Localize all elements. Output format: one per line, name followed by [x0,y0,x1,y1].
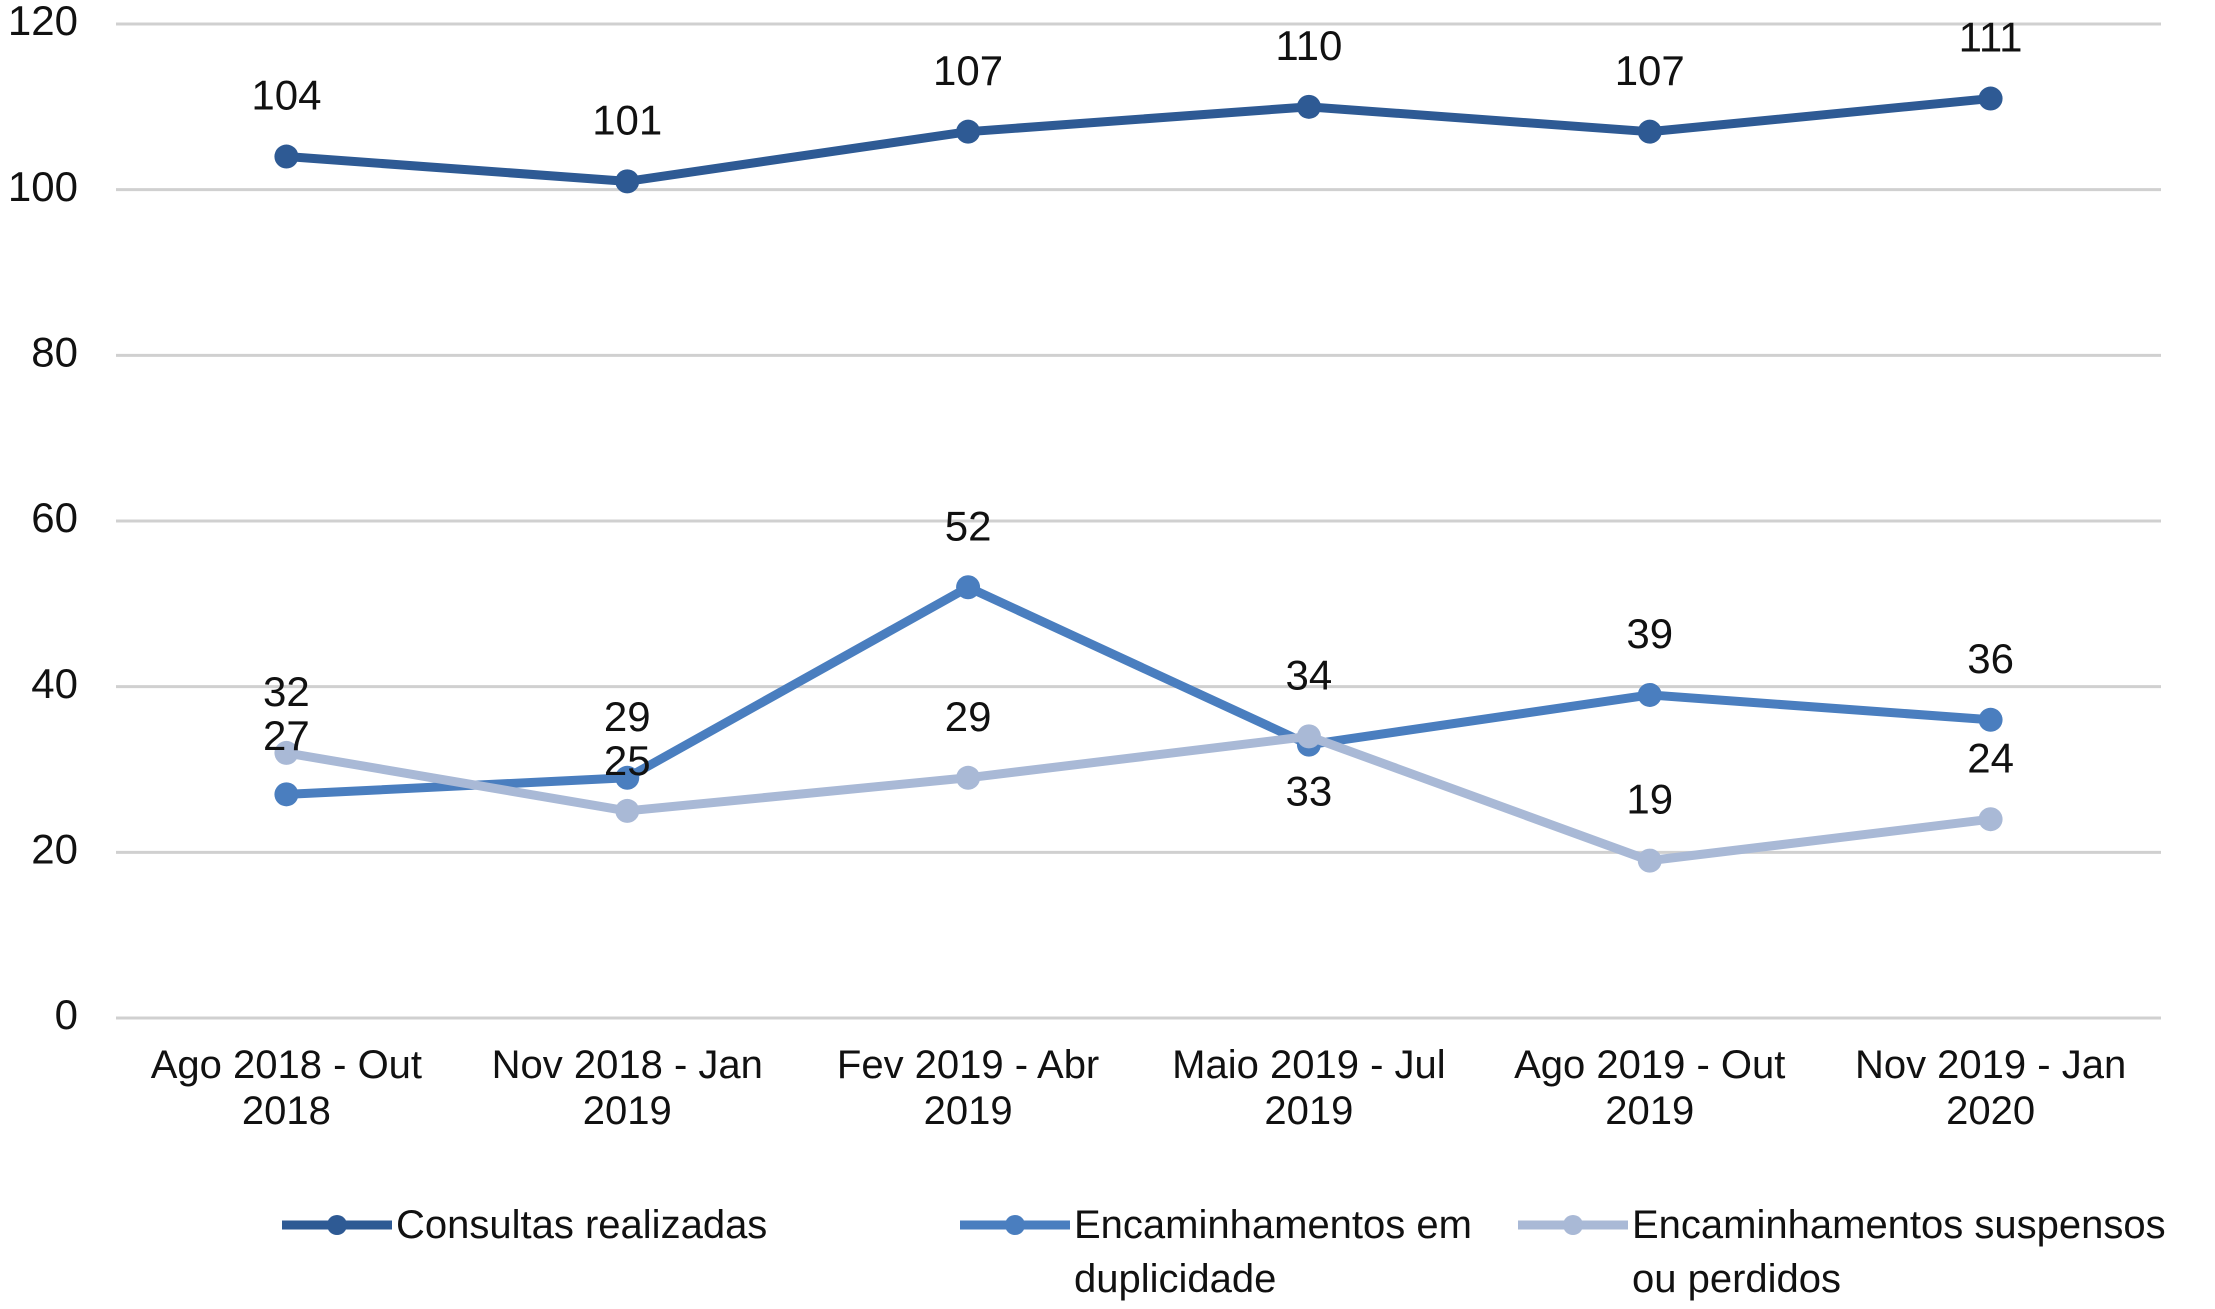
data-point [615,169,640,194]
legend-label: Encaminhamentos em duplicidade [1074,1203,1472,1301]
data-point [274,144,299,169]
value-label: 24 [1967,734,2014,781]
x-tick-label: Ago 2019 - Out 2019 [1514,1043,1786,1133]
data-point [274,782,299,807]
series-line [286,94,1992,186]
legend-item: Consultas realizadas [278,1198,836,1252]
y-tick-label: 120 [8,0,78,44]
value-label: 52 [945,502,992,549]
y-tick-label: 40 [31,660,78,707]
data-point [956,575,981,600]
legend-label: Encaminhamentos suspensos ou perdidos [1632,1203,2166,1301]
x-tick-label: Maio 2019 - Jul 2019 [1172,1043,1446,1133]
value-label: 101 [592,96,662,143]
data-point [1978,707,2003,732]
data-point [1296,724,1321,749]
value-label: 36 [1967,635,2014,682]
value-label: 29 [604,693,651,740]
value-label: 104 [251,72,321,119]
x-tick-label: Fev 2019 - Abr 2019 [836,1043,1100,1133]
value-label: 107 [933,47,1003,94]
y-tick-label: 80 [31,328,78,375]
y-tick-label: 20 [31,825,78,872]
legend-marker [1563,1215,1583,1235]
data-point [1978,807,2003,832]
legend-item: Encaminhamentos suspensos ou perdidos [1514,1198,2212,1306]
x-tick-label: Nov 2019 - Jan 2020 [1854,1043,2127,1133]
data-point [956,119,981,144]
data-point [1978,86,2003,111]
legend-swatch [960,1215,1070,1235]
data-point [1637,848,1662,873]
legend-marker [327,1215,347,1235]
data-point [956,765,981,790]
value-label: 25 [604,737,651,784]
series-line [286,582,1991,799]
value-label: 32 [263,668,310,715]
data-point [615,798,640,823]
x-tick-label: Ago 2018 - Out 2018 [150,1043,423,1133]
legend-swatch [282,1215,392,1235]
data-point [1637,119,1662,144]
legend-label: Consultas realizadas [396,1203,768,1247]
value-label: 110 [1275,22,1342,69]
value-label: 34 [1286,651,1333,698]
value-label: 27 [263,712,310,759]
series-line [285,731,1992,866]
value-label: 33 [1286,768,1333,815]
y-tick-label: 100 [8,163,78,210]
data-point [274,740,299,765]
data-point [615,765,640,790]
data-point [1637,682,1662,707]
value-label: 39 [1626,610,1673,657]
y-tick-label: 60 [31,494,78,541]
x-tick-label: Nov 2018 - Jan 2019 [491,1043,763,1133]
legend-swatch [1518,1215,1628,1235]
data-point [1296,94,1321,119]
legend-marker [1005,1215,1025,1235]
value-label: 111 [1959,14,2023,61]
y-tick-label: 0 [55,991,78,1038]
legend-item: Encaminhamentos em duplicidade [956,1198,1514,1306]
value-label: 29 [945,693,992,740]
value-label: 107 [1615,47,1685,94]
value-label: 19 [1626,776,1673,823]
